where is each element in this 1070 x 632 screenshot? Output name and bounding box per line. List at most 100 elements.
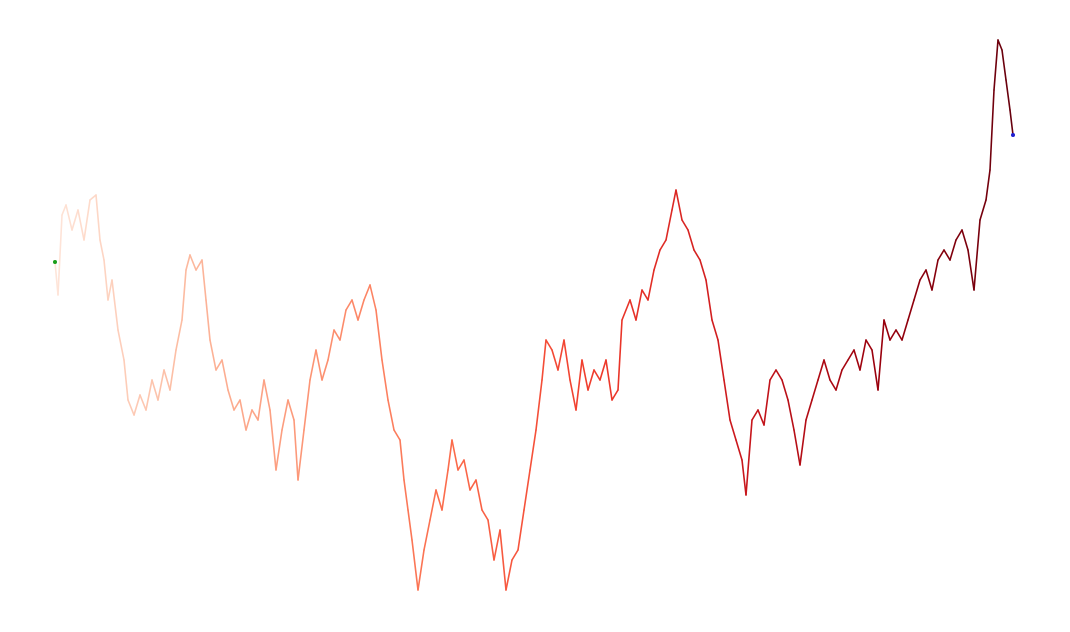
walk-segment <box>763 379 771 426</box>
walk-segment <box>535 379 543 431</box>
walk-segment <box>741 459 747 496</box>
walk-segment <box>251 409 259 421</box>
walk-segment <box>71 209 79 231</box>
walk-segment <box>263 379 271 411</box>
walk-segment <box>551 349 559 371</box>
walk-segment <box>435 489 443 511</box>
walk-segment <box>457 459 465 471</box>
walk-segment <box>751 409 759 421</box>
walk-segment <box>605 359 613 401</box>
walk-segment <box>61 204 67 216</box>
walk-segment <box>411 539 419 591</box>
walk-segment <box>693 249 701 261</box>
walk-segment <box>617 319 623 391</box>
walk-segment <box>877 319 885 391</box>
walk-segment <box>151 379 159 401</box>
walk-segment <box>865 339 873 351</box>
walk-segment <box>309 349 317 381</box>
walk-segment <box>955 229 963 241</box>
walk-segment <box>581 359 589 391</box>
walk-segment <box>487 519 495 561</box>
walk-segment <box>653 249 661 271</box>
walk-segment <box>895 329 903 341</box>
walk-segment <box>83 199 91 241</box>
walk-segment <box>77 209 85 241</box>
walk-segment <box>293 419 299 481</box>
walk-segment <box>127 399 135 416</box>
walk-segment <box>711 319 719 341</box>
walk-segment <box>769 369 777 381</box>
walk-segment <box>189 254 197 271</box>
start-point <box>53 260 57 264</box>
walk-segment <box>687 229 695 251</box>
walk-segment <box>215 359 223 371</box>
walk-segment <box>735 439 743 461</box>
walk-segment <box>441 469 449 511</box>
walk-segment <box>757 409 765 426</box>
walk-segment <box>407 509 413 541</box>
walk-segment <box>89 194 97 201</box>
walk-segment <box>629 299 637 321</box>
walk-segment <box>569 379 577 411</box>
walk-segment <box>997 39 1003 51</box>
walk-segment <box>469 479 477 491</box>
walk-segment <box>853 349 861 371</box>
walk-segment <box>799 419 807 466</box>
walk-segment <box>529 429 537 471</box>
walk-segment <box>557 339 565 371</box>
walk-segment <box>351 299 359 321</box>
walk-segment <box>387 399 395 431</box>
walk-segment <box>823 359 831 381</box>
walk-segment <box>227 389 235 411</box>
walk-segment <box>793 429 801 466</box>
walk-segment <box>481 509 489 521</box>
walk-segment <box>563 339 571 381</box>
walk-segment <box>327 329 335 361</box>
walk-segment <box>117 329 125 361</box>
walk-segment <box>931 259 939 291</box>
walk-segment <box>505 559 513 591</box>
walk-segment <box>541 339 547 381</box>
walk-segment <box>925 269 933 291</box>
walk-segment <box>181 269 187 321</box>
walk-segment <box>675 189 683 221</box>
end-point <box>1011 133 1015 137</box>
walk-segment <box>233 399 241 411</box>
walk-segment <box>723 379 731 421</box>
walk-segment <box>835 369 843 391</box>
walk-segment <box>517 509 525 551</box>
walk-segment <box>175 319 183 351</box>
walk-segment <box>221 359 229 391</box>
walk-segment <box>1009 109 1014 136</box>
walk-segment <box>949 239 957 261</box>
walk-segment <box>423 519 431 551</box>
walk-segment <box>269 409 277 471</box>
walk-segment <box>681 219 689 231</box>
walk-segment <box>913 279 921 301</box>
walk-segment <box>993 39 999 91</box>
walk-segment <box>841 359 849 371</box>
walk-segment <box>321 359 329 381</box>
walk-segment <box>775 369 783 381</box>
walk-segment <box>599 359 607 381</box>
walk-segment <box>901 319 909 341</box>
walk-segment <box>961 229 969 251</box>
walk-segment <box>297 429 305 481</box>
walk-segment <box>169 349 177 391</box>
walk-segment <box>107 279 113 301</box>
walk-segment <box>451 439 459 471</box>
walk-segment <box>499 529 507 591</box>
walk-segment <box>621 299 631 321</box>
walk-segment <box>65 204 73 231</box>
walk-segment <box>257 379 265 421</box>
walk-segment <box>185 254 191 271</box>
walk-segment <box>943 249 951 261</box>
walk-segment <box>201 259 207 301</box>
walk-segment <box>275 429 283 471</box>
walk-segment <box>369 284 377 311</box>
walk-segment <box>641 289 649 301</box>
walk-segment <box>847 349 855 361</box>
walk-segment <box>817 359 825 381</box>
